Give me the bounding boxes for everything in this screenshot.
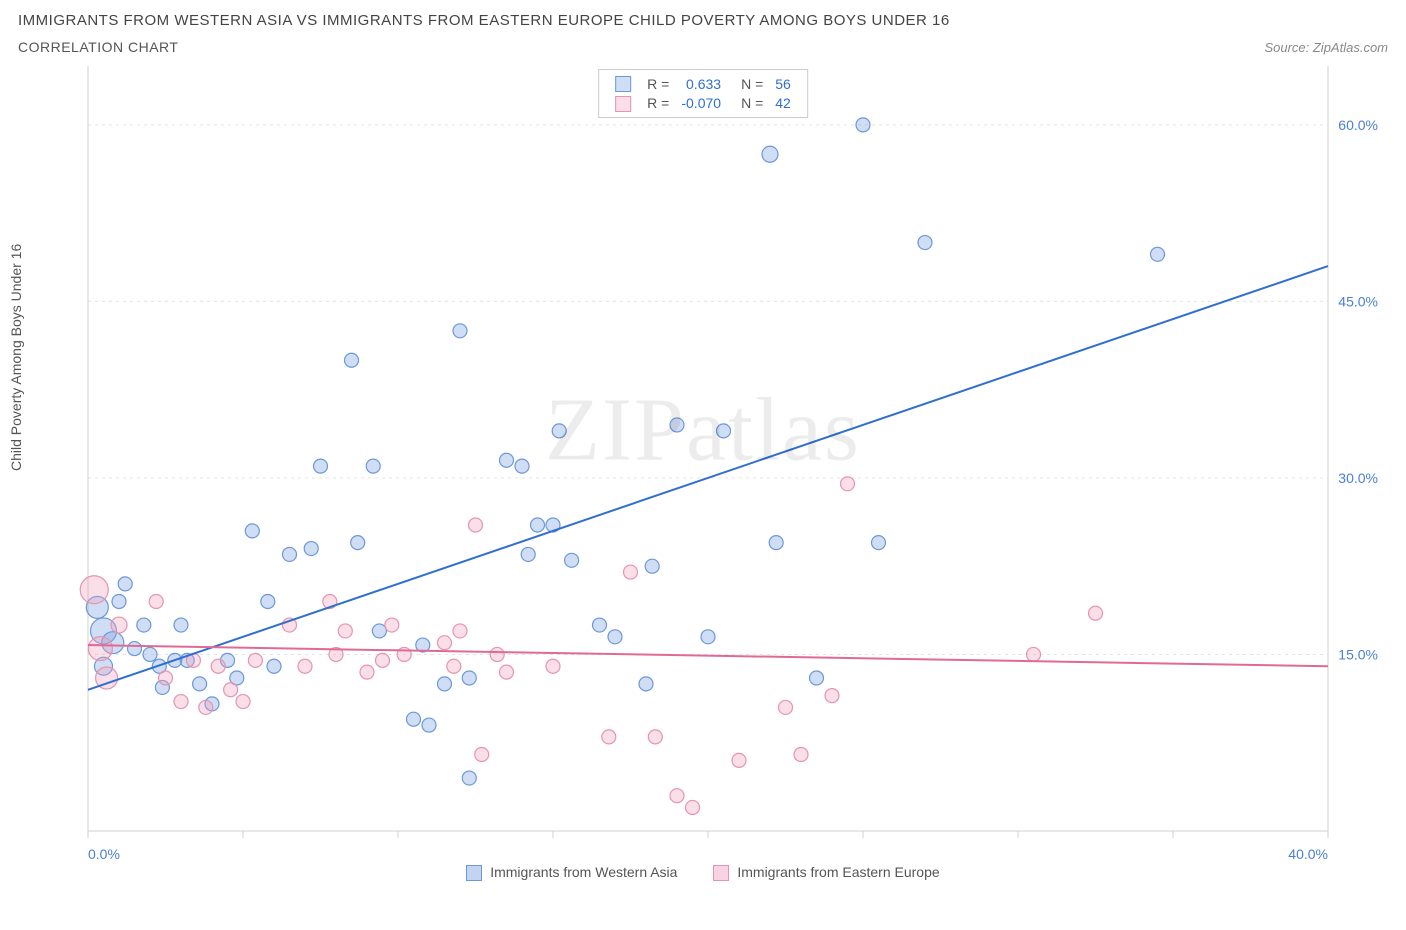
svg-text:0.0%: 0.0% (88, 846, 120, 862)
legend-item: Immigrants from Eastern Europe (713, 864, 939, 881)
chart-title: IMMIGRANTS FROM WESTERN ASIA VS IMMIGRAN… (18, 12, 1388, 29)
chart-subtitle: CORRELATION CHART (18, 39, 178, 55)
stats-legend: R =0.633N =56R =-0.070N =42 (598, 69, 808, 118)
scatter-chart: 15.0% 30.0% 45.0% 60.0% 0.0% 40.0% (18, 61, 1388, 881)
svg-text:60.0%: 60.0% (1338, 117, 1378, 133)
svg-text:15.0%: 15.0% (1338, 646, 1378, 662)
chart-container: Child Poverty Among Boys Under 16 15.0%3… (18, 61, 1388, 881)
legend-item: Immigrants from Western Asia (466, 864, 677, 881)
svg-text:45.0%: 45.0% (1338, 293, 1378, 309)
series-legend: Immigrants from Western Asia Immigrants … (18, 864, 1388, 881)
y-axis-label: Child Poverty Among Boys Under 16 (8, 244, 24, 471)
svg-text:30.0%: 30.0% (1338, 470, 1378, 486)
source-label: Source: ZipAtlas.com (1264, 40, 1388, 55)
svg-text:40.0%: 40.0% (1288, 846, 1328, 862)
